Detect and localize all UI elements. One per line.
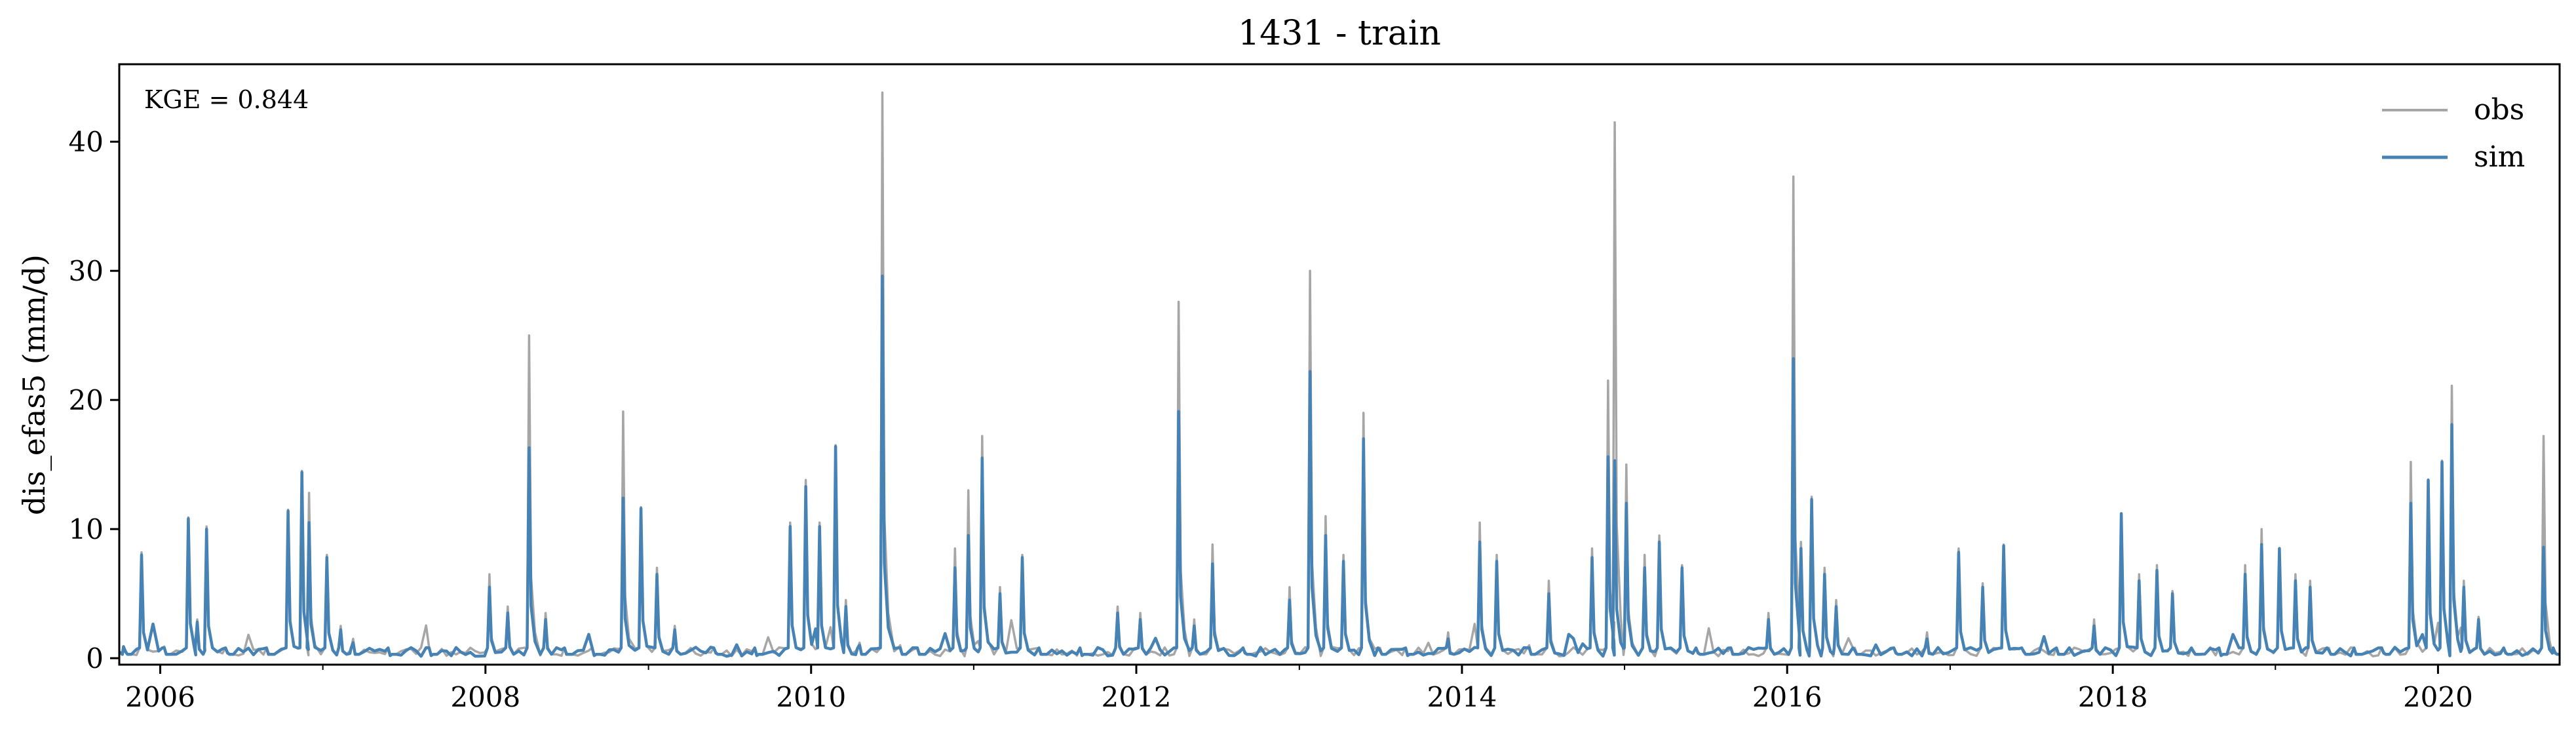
y-axis-label: dis_efas5 (mm/d) <box>16 254 52 515</box>
x-tick-label: 2014 <box>1427 681 1497 713</box>
x-tick-label: 2016 <box>1752 681 1822 713</box>
x-tick-label: 2018 <box>2078 681 2148 713</box>
x-tick-label: 2008 <box>450 681 520 713</box>
x-tick-label: 2010 <box>776 681 846 713</box>
y-tick-label: 20 <box>69 384 104 416</box>
legend: obs sim <box>2382 93 2525 174</box>
axes: 0 10 20 30 40 2006 2008 2010 2012 2014 2016 2018 202… <box>69 126 2473 713</box>
plot-frame <box>118 63 2561 666</box>
legend-obs-label: obs <box>2474 93 2524 127</box>
legend-sim-label: sim <box>2474 140 2525 174</box>
series-line-sim <box>119 274 2560 658</box>
y-tick-label: 30 <box>69 255 104 287</box>
y-tick-label: 0 <box>86 642 104 674</box>
plot-area <box>119 91 2560 658</box>
kge-annotation: KGE = 0.844 <box>144 85 309 114</box>
series-line-obs <box>119 91 2560 657</box>
y-tick-label: 10 <box>69 513 104 545</box>
x-tick-label: 2012 <box>1102 681 1172 713</box>
chart-title: 1431 - train <box>1238 14 1441 53</box>
y-tick-label: 40 <box>69 126 104 158</box>
x-tick-label: 2020 <box>2403 681 2473 713</box>
x-tick-label: 2006 <box>125 681 195 713</box>
